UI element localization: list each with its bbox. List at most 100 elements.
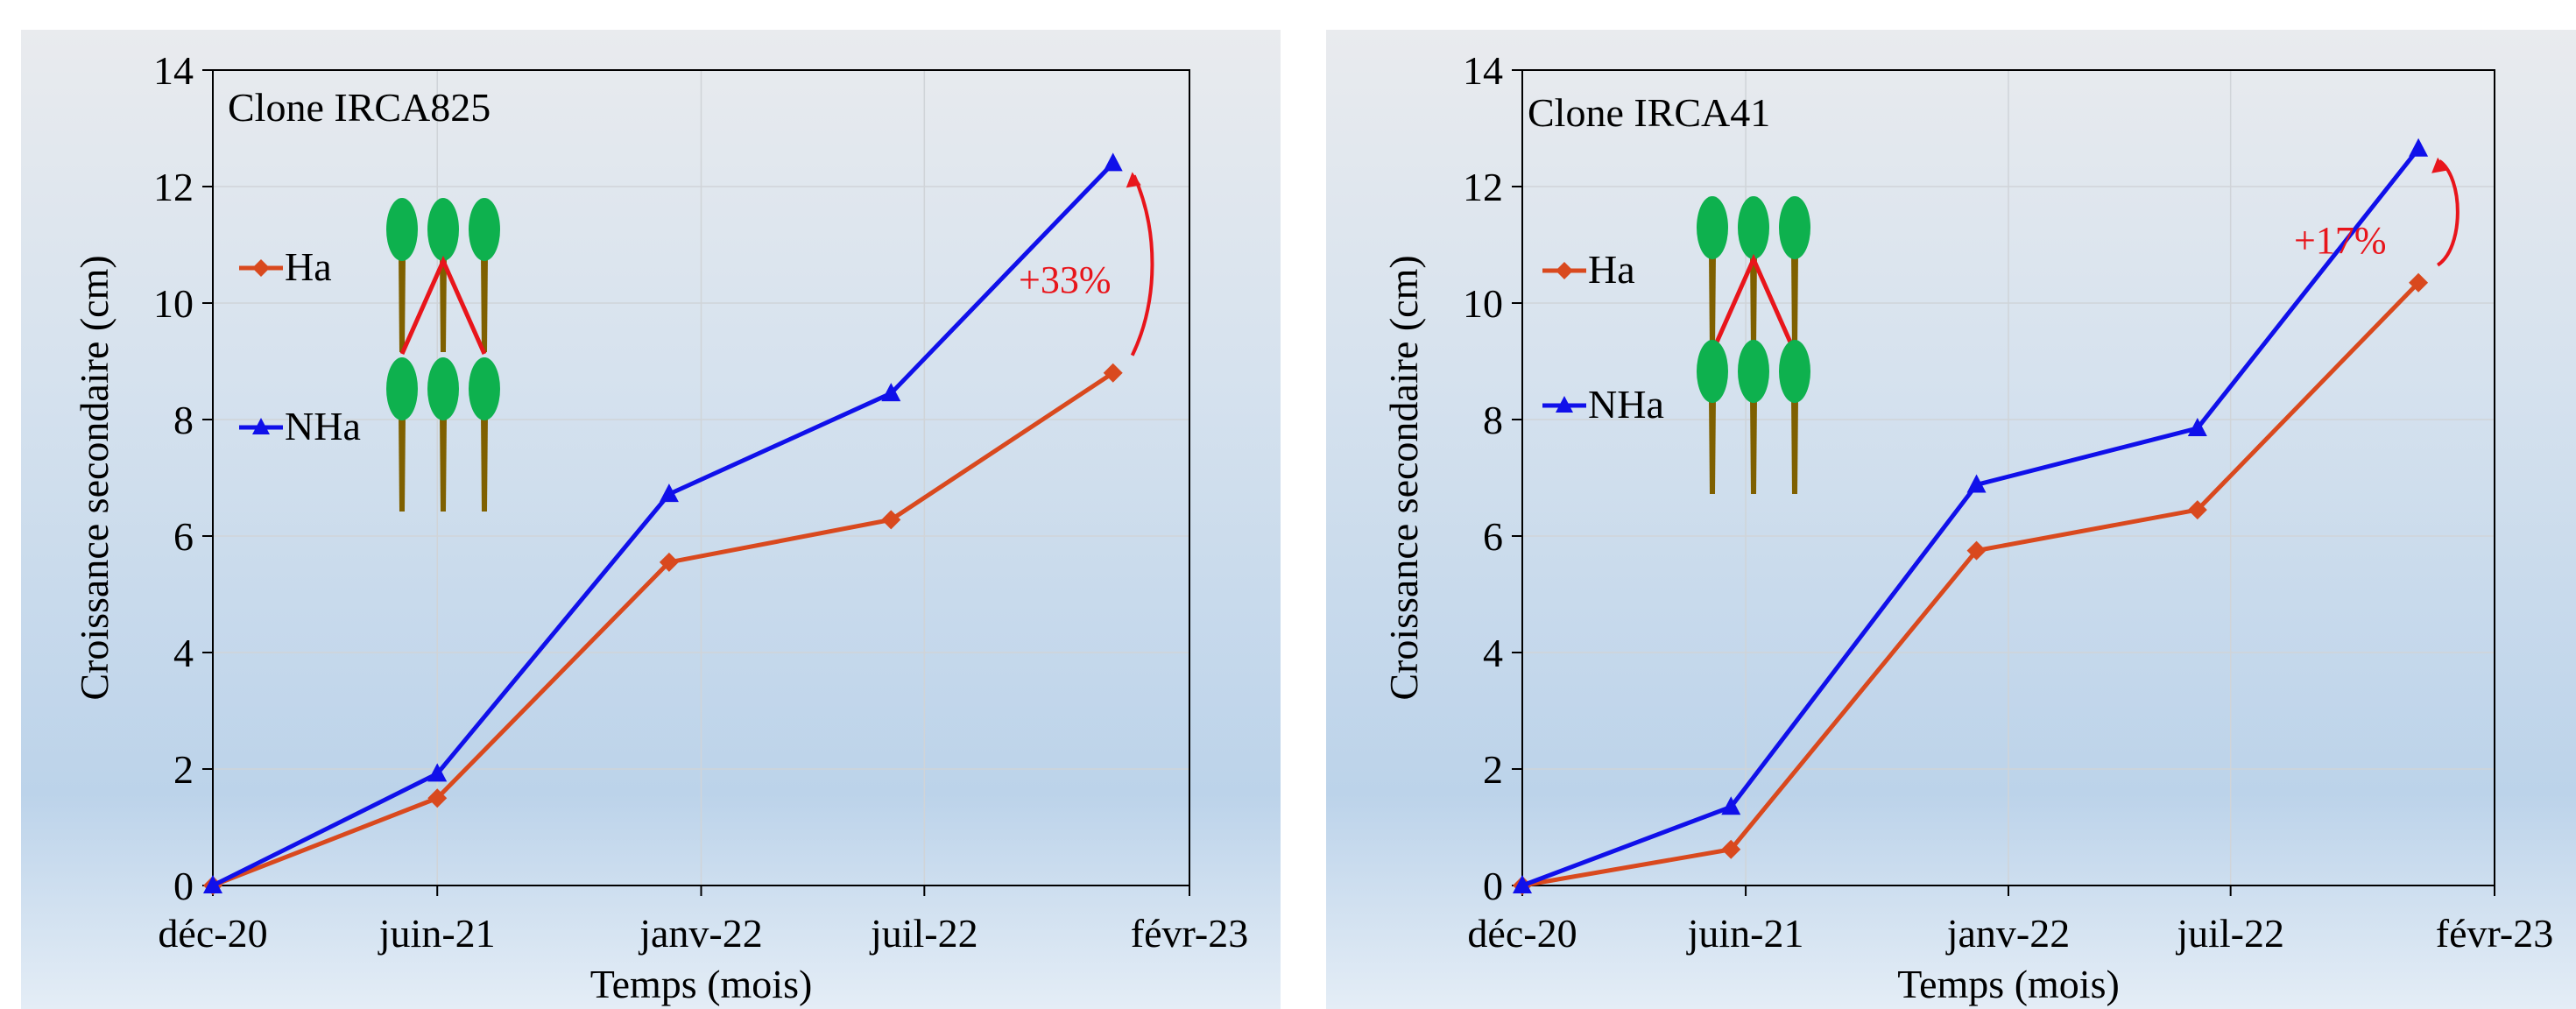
series-nha	[1513, 138, 2429, 893]
tree-icon	[386, 198, 418, 352]
y-tick-label: 8	[1483, 398, 1503, 442]
y-tick-label: 12	[1463, 165, 1503, 209]
data-point	[659, 552, 679, 572]
legend: Ha NHa	[1542, 247, 1664, 427]
data-point	[1103, 363, 1123, 383]
y-tick-label: 6	[173, 514, 194, 559]
chart-title: Clone IRCA41	[1528, 90, 1770, 135]
trees-grafted-icon	[386, 198, 500, 356]
trees-non-grafted-icon	[386, 357, 500, 512]
tree-icon	[469, 357, 500, 512]
tree-crown	[427, 198, 459, 261]
tree-trunk	[1791, 254, 1798, 350]
tree-icon	[1779, 340, 1810, 494]
tree-icon	[1697, 196, 1728, 350]
y-tick-label: 0	[173, 864, 194, 908]
tree-icon	[427, 198, 459, 352]
y-tick-label: 10	[153, 281, 194, 326]
y-axis: 0 2 4 6 8 10 12 14	[153, 48, 213, 908]
tree-icon	[1779, 196, 1810, 350]
legend-item-ha: Ha	[1542, 247, 1635, 292]
x-tick-label: juin-21	[1686, 911, 1804, 956]
y-tick-label: 2	[1483, 747, 1503, 792]
arrow-head-icon	[1126, 172, 1141, 188]
legend-marker	[1556, 396, 1573, 413]
y-tick-label: 10	[1463, 281, 1503, 326]
data-point	[2187, 417, 2207, 436]
data-point	[427, 788, 448, 808]
tree-trunk	[1709, 398, 1716, 494]
annotation-label: +33%	[1019, 258, 1111, 301]
y-axis-title: Croissance secondaire (cm)	[72, 255, 116, 700]
legend-marker	[252, 259, 270, 277]
x-tick-label: déc-20	[1467, 911, 1577, 956]
tree-crown	[386, 198, 418, 261]
y-axis: 0 2 4 6 8 10 12 14	[1463, 48, 1522, 908]
tree-crown	[1697, 340, 1728, 403]
data-point	[1966, 540, 1987, 561]
tree-icon	[1738, 340, 1769, 494]
series-line	[212, 370, 1115, 888]
arrow-head-icon	[2431, 157, 2447, 173]
series-line	[1521, 280, 2420, 888]
chart-panel-irca825: 0 2 4 6 8 10 12 14 déc-20 juin-21 janv-22 juil-22 fé…	[21, 30, 1281, 1009]
legend: Ha NHa	[239, 244, 361, 448]
x-axis: déc-20 juin-21 janv-22 juil-22 févr-23	[158, 886, 1248, 956]
data-point	[1721, 796, 1741, 815]
legend-label: Ha	[1588, 247, 1635, 292]
tree-trunk	[1709, 254, 1716, 350]
x-axis-title: Temps (mois)	[1897, 962, 2120, 1006]
tree-crown	[386, 357, 418, 420]
data-point	[2187, 500, 2207, 520]
tree-crown	[1779, 340, 1810, 403]
x-tick-label: janv-22	[1945, 911, 2071, 956]
legend-label: Ha	[285, 244, 332, 289]
y-tick-label: 2	[173, 747, 194, 792]
legend-label: NHa	[285, 404, 361, 448]
tree-icon	[386, 357, 418, 512]
data-point	[1103, 152, 1123, 172]
series-line	[211, 161, 1115, 888]
x-tick-label: juin-21	[378, 911, 496, 956]
chart-irca825-svg: 0 2 4 6 8 10 12 14 déc-20 juin-21 janv-22 juil-22 fé…	[72, 48, 1248, 1006]
data-point	[203, 875, 222, 893]
x-axis: déc-20 juin-21 janv-22 juil-22 févr-23	[1467, 886, 2553, 956]
tree-trunk	[399, 256, 406, 352]
tree-crown	[469, 357, 500, 420]
series-nha	[203, 152, 1123, 893]
data-point	[1721, 839, 1741, 859]
tree-crown	[427, 357, 459, 420]
chart-irca41-svg: 0 2 4 6 8 10 12 14 déc-20 juin-21 janv-22 juil-22 fé…	[1381, 48, 2553, 1006]
legend-marker	[1556, 262, 1573, 279]
y-tick-label: 6	[1483, 514, 1503, 559]
series-ha	[1513, 272, 2429, 895]
y-axis-title: Croissance secondaire (cm)	[1381, 255, 1426, 700]
y-tick-label: 4	[173, 631, 194, 675]
tree-crown	[469, 198, 500, 261]
y-tick-label: 4	[1483, 631, 1503, 675]
legend-item-nha: NHa	[239, 404, 361, 448]
data-point	[1966, 474, 1987, 493]
tree-crown	[1779, 196, 1810, 259]
tree-crown	[1738, 196, 1769, 259]
x-tick-label: déc-20	[158, 911, 267, 956]
tree-trunk	[1750, 398, 1757, 494]
x-tick-label: juil-22	[869, 911, 978, 956]
legend-label: NHa	[1588, 382, 1664, 427]
curved-arrow-icon	[1130, 174, 1154, 356]
data-point	[881, 510, 901, 530]
data-point	[2409, 272, 2429, 293]
y-tick-label: 8	[173, 398, 194, 442]
tree-trunk	[481, 415, 488, 512]
x-tick-label: févr-23	[1131, 911, 1248, 956]
tree-trunk	[481, 256, 488, 352]
growth-annotation: +17%	[2294, 157, 2460, 267]
legend-item-nha: NHa	[1542, 382, 1664, 427]
tree-trunk	[440, 415, 447, 512]
growth-annotation: +33%	[1019, 172, 1154, 356]
data-point	[427, 763, 448, 782]
y-tick-label: 0	[1483, 864, 1503, 908]
tree-trunk	[440, 256, 447, 352]
y-tick-label: 14	[1463, 48, 1503, 93]
tree-icon	[1738, 196, 1769, 350]
